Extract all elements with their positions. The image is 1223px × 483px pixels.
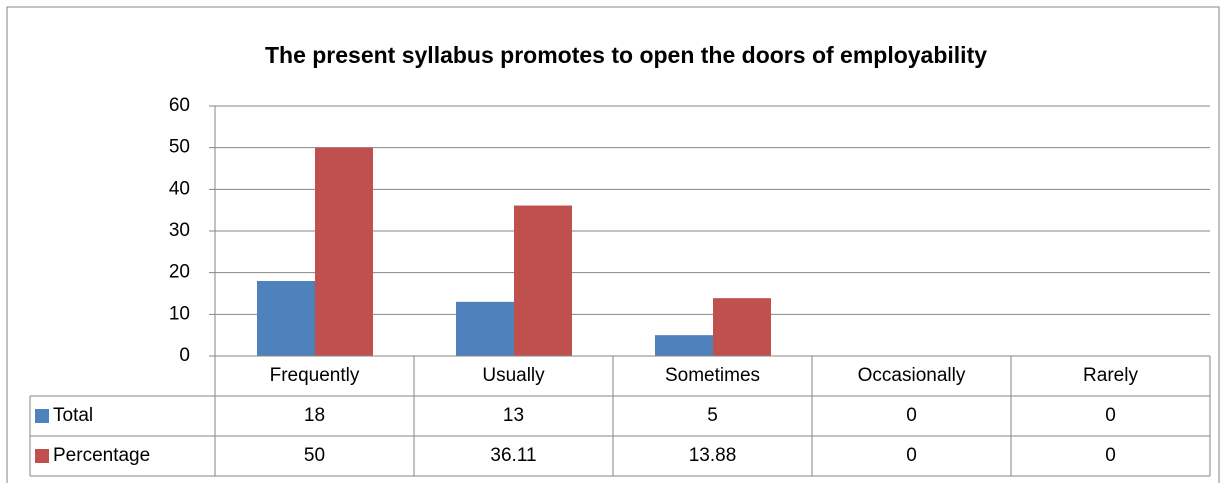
chart-title: The present syllabus promotes to open th…: [265, 42, 987, 68]
bar: [514, 205, 572, 356]
legend-label: Percentage: [53, 445, 150, 466]
table-value: 5: [707, 405, 718, 426]
x-tick-label: Frequently: [270, 365, 360, 386]
bar: [456, 301, 514, 356]
bar: [713, 298, 771, 356]
legend-label: Total: [53, 405, 93, 426]
table-value: 36.11: [490, 445, 536, 466]
bar: [315, 147, 373, 356]
table-value: 0: [1105, 405, 1116, 426]
y-tick-label: 60: [169, 95, 190, 116]
bar: [655, 335, 713, 356]
y-tick-label: 10: [169, 303, 190, 324]
y-tick-label: 30: [169, 220, 190, 241]
table-value: 0: [906, 445, 917, 466]
table-value: 0: [906, 405, 917, 426]
legend-key: [35, 409, 49, 423]
table-value: 0: [1105, 445, 1116, 466]
table-value: 18: [304, 405, 325, 426]
table-value: 13: [503, 405, 524, 426]
bar: [257, 281, 315, 356]
table-value: 50: [304, 445, 325, 466]
chart-border: [6, 6, 1220, 483]
y-tick-label: 0: [179, 345, 190, 366]
legend-key: [35, 449, 49, 463]
x-tick-label: Sometimes: [665, 365, 760, 386]
x-tick-label: Rarely: [1083, 365, 1138, 386]
y-tick-label: 20: [169, 262, 190, 283]
y-tick-label: 40: [169, 178, 190, 199]
x-tick-label: Occasionally: [858, 365, 966, 386]
y-tick-label: 50: [169, 137, 190, 158]
x-tick-label: Usually: [482, 365, 545, 386]
table-value: 13.88: [689, 445, 737, 466]
